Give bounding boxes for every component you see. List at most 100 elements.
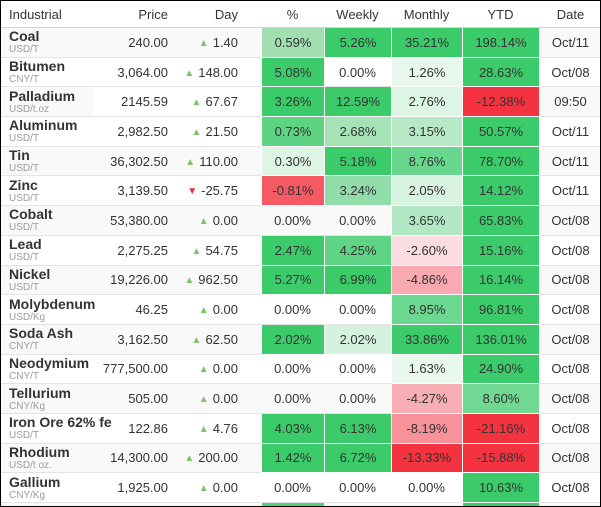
monthly-percent-cell: 8.95% (391, 295, 462, 325)
commodity-cell[interactable]: Palladium USD/t.oz (1, 87, 93, 118)
price-cell: 2,982.50 (93, 117, 176, 147)
direction-triangle-icon: ▲ (198, 305, 209, 317)
table-row[interactable]: Zinc USD/T 3,139.50 ▼ -25.75 -0.81% 3.24%… (1, 176, 600, 207)
column-header-monthly[interactable]: Monthly (391, 1, 462, 28)
table-row[interactable]: Gallium CNY/Kg 1,925.00 ▲ 0.00 0.00% 0.00… (1, 473, 600, 503)
date-cell: Oct/08 (539, 58, 600, 88)
day-percent-cell: 2.02% (261, 324, 324, 355)
column-header-industrial[interactable]: Industrial (1, 1, 93, 28)
table-row[interactable]: Bitumen CNY/T 3,064.00 ▲ 148.00 5.08% 0.0… (1, 57, 600, 88)
table-row[interactable]: Rhodium USD/t oz. 14,300.00 ▲ 200.00 1.42… (1, 443, 600, 474)
column-header-weekly[interactable]: Weekly (324, 1, 391, 28)
table-row[interactable]: Molybdenum USD/Kg 46.25 ▲ 0.00 0.00% 0.00… (1, 295, 600, 325)
ytd-percent-cell: 8.60% (462, 384, 539, 414)
commodity-unit: USD/t oz. (9, 459, 52, 471)
ytd-percent-cell: 28.63% (462, 57, 539, 88)
table-row[interactable]: Neodymium CNY/T 777,500.00 ▲ 0.00 0.00% 0… (1, 354, 600, 385)
commodity-cell[interactable]: Aluminum USD/T (1, 117, 93, 147)
commodity-cell[interactable]: Coal USD/T (1, 28, 93, 58)
day-change-value: 54.75 (205, 242, 238, 258)
table-row[interactable]: Tin USD/T 36,302.50 ▲ 110.00 0.30% 5.18% … (1, 146, 600, 177)
commodity-name[interactable]: Nickel (9, 265, 51, 282)
commodity-cell[interactable]: Bitumen CNY/T (1, 58, 93, 88)
commodity-cell[interactable]: Nickel USD/T (1, 265, 93, 296)
day-percent-cell (261, 503, 324, 506)
table-row[interactable]: Nickel USD/T 19,226.00 ▲ 962.50 5.27% 6.9… (1, 265, 600, 296)
direction-triangle-icon: ▲ (198, 364, 209, 376)
commodity-name[interactable]: Molybdenum (9, 295, 96, 312)
commodity-unit: USD/Kg (9, 311, 46, 323)
column-header-percent[interactable]: % (261, 1, 324, 28)
day-change-value: 0.00 (212, 361, 238, 377)
commodity-name[interactable]: Soda Ash (9, 325, 74, 342)
commodity-cell[interactable]: Tellurium CNY/Kg (1, 384, 93, 414)
commodity-name[interactable]: Coal (9, 28, 40, 45)
price-cell: 122.86 (93, 414, 176, 444)
weekly-percent-cell: 4.25% (324, 235, 391, 266)
ytd-percent-cell (462, 503, 539, 506)
commodity-name[interactable]: Iron Ore 62% fe (9, 414, 112, 431)
direction-triangle-icon: ▲ (184, 275, 195, 287)
commodity-cell[interactable]: Iron Ore 62% fe USD/T (1, 414, 112, 444)
commodity-unit: USD/t.oz (9, 103, 50, 115)
table-row[interactable]: Tellurium CNY/Kg 505.00 ▲ 0.00 0.00% 0.00… (1, 384, 600, 414)
day-change-cell: ▲ 67.67 (176, 87, 261, 118)
commodity-cell[interactable]: Zinc USD/T (1, 176, 93, 207)
commodity-name[interactable]: Tin (9, 147, 30, 164)
weekly-percent-cell: 0.00% (324, 355, 391, 385)
commodity-name[interactable]: Neodymium (9, 354, 90, 371)
commodity-name[interactable]: Bitumen (9, 58, 65, 75)
commodity-cell[interactable]: Gallium CNY/Kg (1, 473, 93, 503)
day-percent-cell: 0.00% (261, 355, 324, 385)
commodity-cell[interactable]: Cobalt USD/T (1, 206, 93, 236)
price-cell: 2,275.25 (93, 236, 176, 266)
weekly-percent-cell: 0.00% (324, 384, 391, 414)
commodity-name[interactable]: Lead (9, 236, 42, 253)
day-change-cell: ▲ 0.00 (176, 473, 261, 503)
table-row[interactable]: Coal USD/T 240.00 ▲ 1.40 0.59% 5.26% 35.2… (1, 28, 600, 58)
column-header-date[interactable]: Date (539, 1, 600, 28)
commodity-name[interactable]: Tellurium (9, 384, 71, 401)
commodity-name[interactable]: Aluminum (9, 117, 78, 134)
commodity-cell[interactable]: Molybdenum USD/Kg (1, 295, 96, 325)
table-row[interactable]: Soda Ash CNY/T 3,162.50 ▲ 62.50 2.02% 2.0… (1, 324, 600, 355)
empty-cell (176, 503, 261, 506)
column-header-day[interactable]: Day (176, 1, 261, 28)
weekly-percent-cell: 0.00% (324, 206, 391, 236)
commodity-name[interactable]: Zinc (9, 176, 38, 193)
table-row[interactable]: Aluminum USD/T 2,982.50 ▲ 21.50 0.73% 2.6… (1, 117, 600, 147)
monthly-percent-cell: 3.15% (391, 117, 462, 147)
day-change-cell: ▲ 4.76 (176, 414, 261, 444)
commodity-name[interactable]: Rhodium (9, 443, 70, 460)
commodity-cell[interactable]: Neodymium CNY/T (1, 355, 93, 385)
table-row-partial[interactable] (1, 503, 600, 506)
commodity-name[interactable]: Palladium (9, 87, 76, 104)
weekly-percent-cell: 2.68% (324, 117, 391, 147)
table-row[interactable]: Cobalt USD/T 53,380.00 ▲ 0.00 0.00% 0.00%… (1, 206, 600, 236)
date-cell: Oct/08 (539, 355, 600, 385)
price-cell: 2145.59 (93, 87, 176, 118)
date-cell: Oct/08 (539, 206, 600, 236)
ytd-percent-cell: 65.83% (462, 206, 539, 236)
commodity-name[interactable]: Gallium (9, 473, 61, 490)
commodity-cell[interactable]: Lead USD/T (1, 236, 93, 266)
table-row[interactable]: Palladium USD/t.oz 2145.59 ▲ 67.67 3.26% … (1, 87, 600, 118)
table-row[interactable]: Iron Ore 62% fe USD/T 122.86 ▲ 4.76 4.03%… (1, 413, 600, 444)
table-row[interactable]: Lead USD/T 2,275.25 ▲ 54.75 2.47% 4.25% -… (1, 235, 600, 266)
commodity-cell[interactable]: Rhodium USD/t oz. (1, 443, 93, 474)
day-change-cell: ▲ 62.50 (176, 324, 261, 355)
day-change-cell: ▲ 0.00 (176, 295, 261, 325)
day-change-value: 0.00 (212, 212, 238, 228)
commodity-name[interactable]: Cobalt (9, 206, 53, 223)
weekly-percent-cell: 6.99% (324, 265, 391, 296)
column-header-price[interactable]: Price (93, 1, 176, 28)
commodity-cell[interactable]: Soda Ash CNY/T (1, 324, 93, 355)
direction-triangle-icon: ▲ (185, 156, 196, 168)
weekly-percent-cell: 3.24% (324, 176, 391, 207)
column-header-ytd[interactable]: YTD (462, 1, 539, 28)
date-cell: Oct/11 (539, 146, 600, 177)
commodity-cell[interactable]: Tin USD/T (1, 146, 93, 177)
ytd-percent-cell: 24.90% (462, 354, 539, 385)
